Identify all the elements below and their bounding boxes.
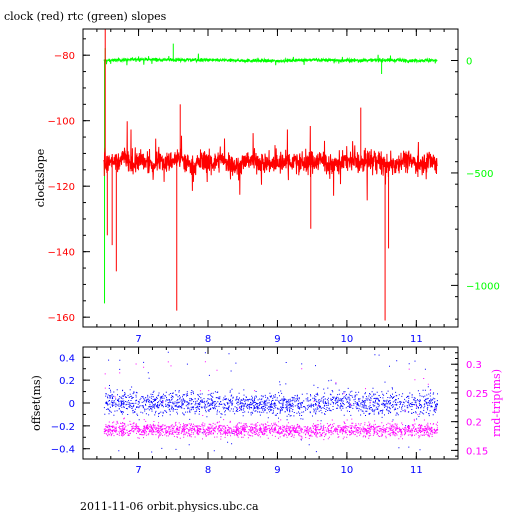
top-x-tick-label-3: 10: [341, 334, 354, 345]
rtc-slope-series-line: [103, 53, 438, 66]
top-x-tick-label-1: 8: [205, 334, 211, 345]
bottom-y2-tick-label-1: 0.25: [466, 389, 488, 400]
bottom-x-tick-label-3: 10: [341, 465, 354, 476]
top-panel-frame: [82, 28, 459, 328]
bottom-y-tick-label-4: −0.4: [51, 445, 75, 456]
bottom-y2-tick-label-0: 0.3: [466, 360, 482, 371]
bottom-panel: 7 8 9 10 11 0.4 0.2 0 −0.2 −0.4 0.3 0.25 0.2 0.15 off…: [30, 346, 503, 476]
bottom-x-tick-label-4: 11: [410, 465, 423, 476]
top-x-tick-label-0: 7: [135, 334, 141, 345]
top-x-tick-label-2: 9: [274, 334, 280, 345]
top-x-tick-label-4: 11: [410, 334, 423, 345]
top-y2-tick-label-2: −1000: [466, 281, 500, 292]
top-y-tick-label-2: −120: [48, 182, 75, 193]
bottom-series-layer: [103, 351, 439, 453]
top-series-layer: [103, 29, 438, 321]
top-y2-tick-label-0: 0: [466, 56, 472, 67]
bottom-y2-axis-label: rnd-trip(ms): [490, 369, 503, 437]
bottom-x-tick-label-1: 8: [205, 465, 211, 476]
offset-scatter-points: [103, 351, 439, 453]
chart-title: clock (red) rtc (green) slopes: [4, 10, 167, 23]
bottom-y-tick-label-0: 0.4: [59, 353, 75, 364]
footer-text: 2011-11-06 orbit.physics.ubc.ca: [80, 500, 259, 512]
top-y-tick-label-0: −80: [54, 51, 75, 62]
top-y-tick-label-4: −160: [48, 313, 75, 324]
bottom-y-tick-label-2: 0: [69, 399, 75, 410]
bottom-y2-tick-label-3: 0.15: [466, 446, 488, 457]
bottom-axes-layer: 7 8 9 10 11 0.4 0.2 0 −0.2 −0.4 0.3 0.25 0.2 0.15: [51, 347, 488, 476]
bottom-y-tick-label-3: −0.2: [51, 422, 75, 433]
bottom-y2-tick-label-2: 0.2: [466, 418, 482, 429]
bottom-x-tick-label-0: 7: [135, 465, 141, 476]
top-y-tick-label-1: −100: [48, 117, 75, 128]
clock-slope-series-line: [103, 121, 438, 201]
top-panel: 7 8 9 10 11 −80 −100 −120 −140 −160 0 −500 −1000 clo…: [34, 28, 500, 345]
bottom-x-tick-label-2: 9: [274, 465, 280, 476]
top-y2-tick-label-1: −500: [466, 169, 493, 180]
bottom-y-axis-label: offset(ms): [30, 375, 43, 431]
top-y-axis-label: clockslope: [34, 149, 47, 207]
rndtrip-scatter-points: [103, 361, 439, 441]
bottom-y-tick-label-1: 0.2: [59, 376, 75, 387]
top-axes-layer: 7 8 9 10 11 −80 −100 −120 −140 −160 0 −500 −1000: [48, 29, 500, 345]
top-y-tick-label-3: −140: [48, 248, 75, 259]
